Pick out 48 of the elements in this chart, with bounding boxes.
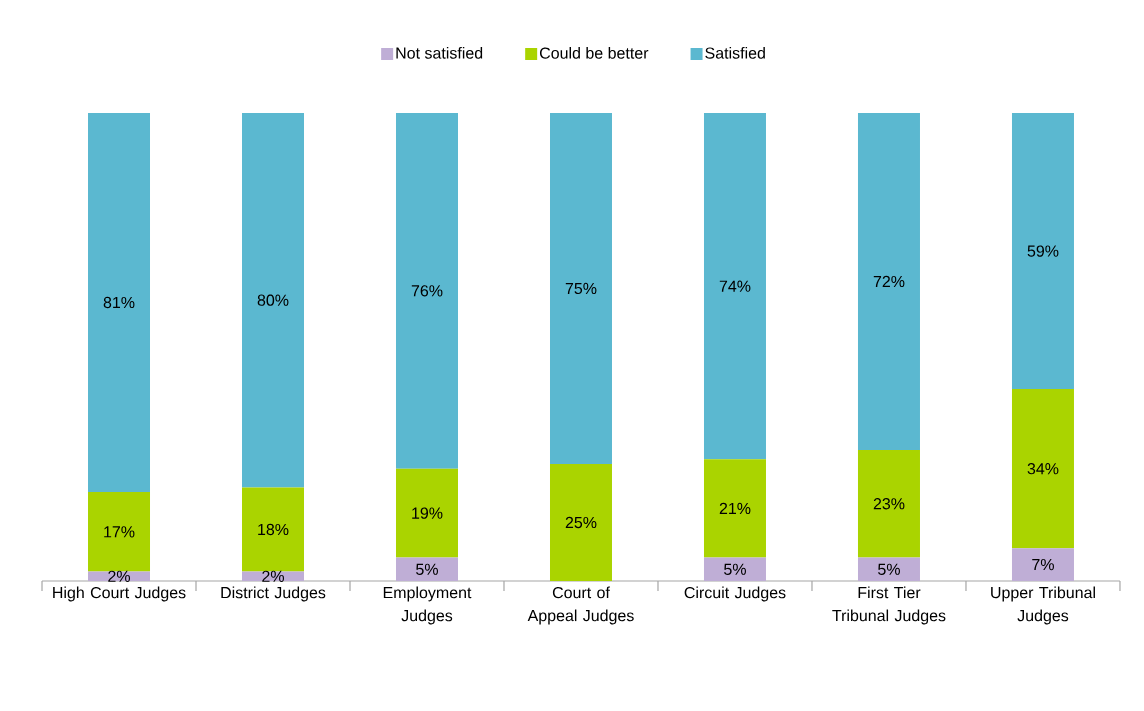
x-tick-label: Employment Judges	[383, 586, 472, 625]
data-label: 5%	[878, 563, 900, 575]
bar	[1011, 389, 1074, 549]
data-label: 7%	[1032, 559, 1054, 571]
bar	[242, 487, 304, 572]
x-tick-label: Court of Appeal Judges	[527, 586, 634, 625]
bar	[703, 459, 766, 558]
bar	[549, 463, 612, 581]
data-label: 2%	[108, 570, 130, 582]
data-label: 34%	[1027, 463, 1059, 475]
x-tick-label: District Judges	[221, 586, 326, 602]
bar	[396, 557, 458, 581]
x-tick-label: High Court Judges	[53, 586, 186, 602]
x-tick-label: Circuit Judges	[684, 586, 786, 602]
data-label: 19%	[412, 507, 443, 519]
legend-label: Not satisfied	[396, 47, 483, 59]
data-label: 18%	[258, 523, 289, 536]
data-label: 59%	[1027, 245, 1059, 257]
bar	[857, 557, 920, 581]
bar	[88, 112, 151, 493]
data-label: 17%	[104, 526, 135, 538]
x-tick-label: Upper Tribunal Judges	[991, 586, 1095, 625]
data-label: 5%	[724, 563, 746, 575]
data-label: 74%	[719, 280, 751, 292]
data-label: 80%	[257, 294, 289, 306]
legend-label: Satisfied	[705, 47, 765, 59]
data-label: 23%	[873, 498, 905, 510]
data-label: 2%	[262, 570, 284, 582]
bar	[857, 449, 920, 558]
data-label: 72%	[873, 275, 905, 288]
bar	[88, 492, 151, 572]
bar	[396, 112, 458, 469]
data-label: 76%	[411, 285, 443, 297]
bar	[396, 468, 458, 558]
bar	[242, 112, 304, 488]
legend-label: Could be better	[539, 47, 649, 59]
data-label: 21%	[719, 502, 751, 515]
x-tick-label: First Tier Tribunal Judges	[832, 586, 946, 625]
bar	[549, 112, 612, 464]
bar	[703, 557, 766, 581]
bar	[1011, 112, 1074, 390]
bar	[1011, 548, 1074, 581]
data-label: 25%	[565, 516, 597, 529]
data-label: 81%	[103, 296, 135, 309]
bar	[857, 112, 920, 450]
data-label: 75%	[565, 282, 597, 295]
data-label: 5%	[416, 563, 438, 575]
bar	[703, 112, 766, 460]
